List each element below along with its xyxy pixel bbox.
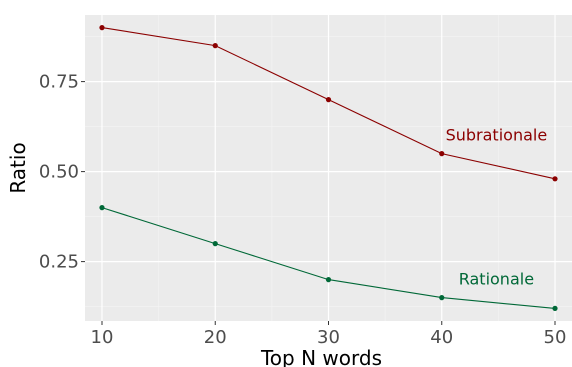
data-point-subrationale [325,97,332,103]
data-point-rationale [552,305,558,311]
y-tick-label: 0.75 [39,72,79,93]
series-label-subrationale: Subrationale [446,126,548,145]
x-tick-label: 20 [204,327,227,348]
tick-labels: 10 20 30 40 50 0.25 0.50 0.75 [39,72,567,348]
x-tick-label: 10 [91,327,114,348]
data-point-rationale [439,295,445,301]
x-tick-label: 40 [430,327,453,348]
x-tick-label: 50 [544,327,567,348]
x-axis-title: Top N words [260,346,382,367]
series-layer [99,25,558,311]
data-point-subrationale [552,176,558,182]
major-grid [85,15,572,321]
data-point-rationale [99,205,105,211]
data-point-subrationale [212,43,218,49]
data-point-rationale [325,277,332,283]
series-label-rationale: Rationale [459,270,534,289]
data-point-subrationale [99,25,105,31]
y-tick-label: 0.25 [39,252,79,273]
axis-ticks [81,81,556,325]
data-point-subrationale [439,151,445,157]
x-tick-label: 30 [317,327,340,348]
series-labels: Subrationale Rationale [446,126,548,289]
data-point-rationale [212,241,218,247]
y-tick-label: 0.50 [39,162,79,183]
y-axis-title: Ratio [6,142,30,193]
